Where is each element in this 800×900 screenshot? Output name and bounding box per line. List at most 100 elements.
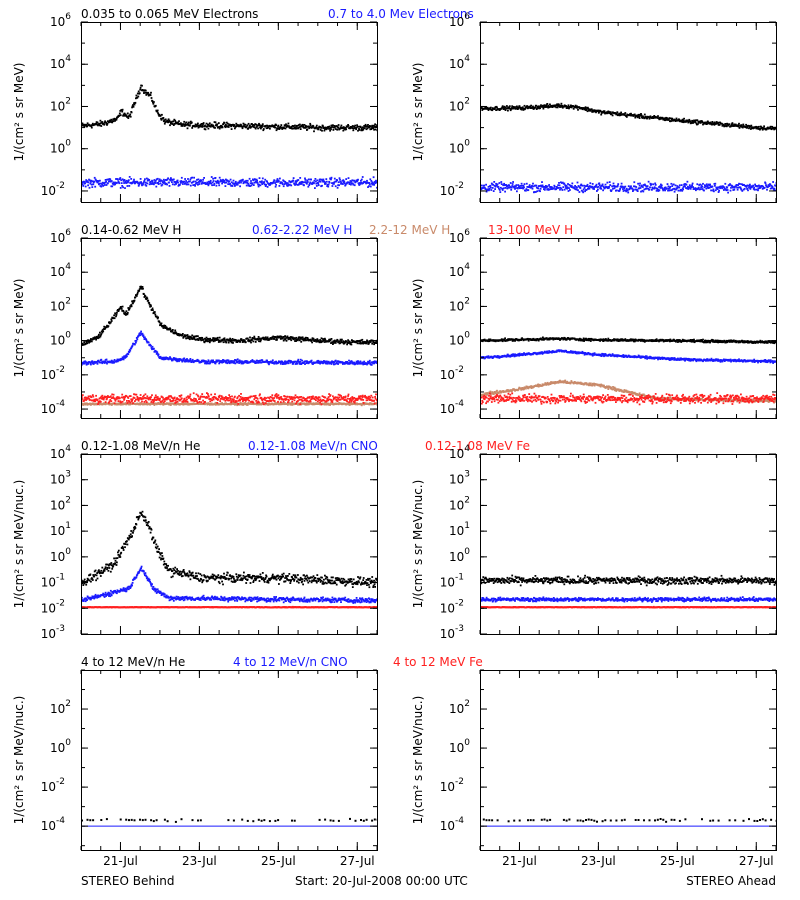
data-point — [137, 95, 140, 98]
data-point — [647, 187, 649, 190]
data-point — [142, 183, 144, 186]
data-point — [160, 356, 162, 359]
data-point — [150, 344, 152, 347]
data-point — [639, 114, 642, 117]
data-point — [329, 127, 332, 129]
data-point — [187, 123, 189, 125]
data-point — [640, 114, 643, 117]
data-point — [555, 188, 558, 190]
data-point — [106, 397, 108, 400]
plot-data — [81, 285, 377, 407]
data-point — [356, 363, 359, 365]
data-point — [257, 336, 260, 338]
data-point — [117, 178, 119, 181]
data-point — [281, 363, 284, 365]
data-point — [555, 106, 558, 109]
data-point — [516, 105, 518, 108]
data-point — [227, 361, 230, 364]
data-point — [718, 121, 720, 124]
data-point — [638, 187, 640, 190]
data-point — [162, 327, 165, 329]
data-point — [234, 127, 236, 130]
data-point — [235, 340, 238, 342]
data-point — [202, 338, 205, 341]
data-point — [133, 103, 136, 106]
data-point — [180, 394, 183, 397]
data-point — [646, 185, 649, 188]
data-point — [251, 339, 253, 341]
data-point — [274, 185, 277, 188]
data-point — [281, 360, 284, 363]
data-point — [170, 177, 172, 179]
data-point — [199, 123, 202, 126]
data-point — [743, 187, 746, 190]
data-point — [359, 183, 362, 185]
data-point — [546, 185, 549, 188]
data-point — [761, 128, 764, 131]
data-point — [118, 178, 121, 180]
data-point — [706, 186, 709, 188]
data-point — [499, 191, 502, 193]
data-point — [591, 111, 594, 113]
data-point — [368, 185, 370, 188]
data-point — [737, 184, 739, 186]
data-point — [225, 361, 227, 364]
data-point — [287, 362, 290, 365]
data-point — [691, 182, 694, 185]
data-point — [621, 185, 624, 188]
data-point — [353, 179, 356, 182]
data-point — [152, 309, 154, 311]
data-point — [101, 362, 104, 365]
data-point — [363, 127, 366, 130]
data-point — [520, 182, 523, 185]
data-point — [360, 339, 363, 342]
data-point — [218, 184, 221, 187]
data-point — [102, 330, 105, 333]
data-point — [163, 119, 166, 121]
data-point — [95, 179, 97, 182]
data-point — [751, 126, 754, 129]
data-point — [242, 400, 244, 403]
data-point — [230, 401, 232, 404]
data-point — [201, 124, 204, 127]
data-point — [601, 184, 603, 187]
data-point — [101, 184, 104, 186]
data-point — [200, 339, 203, 342]
data-point — [97, 403, 99, 405]
data-point — [259, 340, 262, 343]
data-point — [258, 340, 260, 343]
data-point — [720, 185, 723, 188]
data-point — [269, 338, 271, 341]
data-point — [666, 117, 668, 119]
data-point — [723, 186, 726, 189]
data-point — [227, 339, 230, 342]
data-point — [261, 399, 264, 402]
y-tick-exponent: 2 — [464, 96, 470, 106]
data-point — [144, 181, 147, 184]
data-point — [291, 404, 294, 406]
data-point — [83, 181, 86, 183]
data-point — [671, 188, 674, 191]
data-point — [486, 189, 489, 192]
data-point — [166, 396, 169, 399]
data-point — [765, 184, 767, 186]
data-point — [101, 121, 104, 123]
data-point — [334, 128, 337, 130]
data-point — [663, 186, 666, 189]
data-point — [126, 179, 128, 182]
data-point — [173, 123, 176, 125]
data-point — [158, 357, 161, 359]
data-point — [221, 402, 223, 404]
data-point — [502, 187, 505, 190]
data-point — [118, 182, 121, 185]
data-point — [179, 180, 182, 183]
header-row2-h-high: 2.2-12 MeV H — [369, 223, 450, 237]
data-point — [334, 185, 337, 188]
data-point — [300, 181, 303, 183]
data-point — [211, 399, 213, 402]
data-point — [143, 181, 145, 184]
data-point — [166, 178, 169, 181]
data-point — [204, 362, 206, 365]
data-point — [144, 336, 146, 339]
data-point — [198, 183, 201, 185]
